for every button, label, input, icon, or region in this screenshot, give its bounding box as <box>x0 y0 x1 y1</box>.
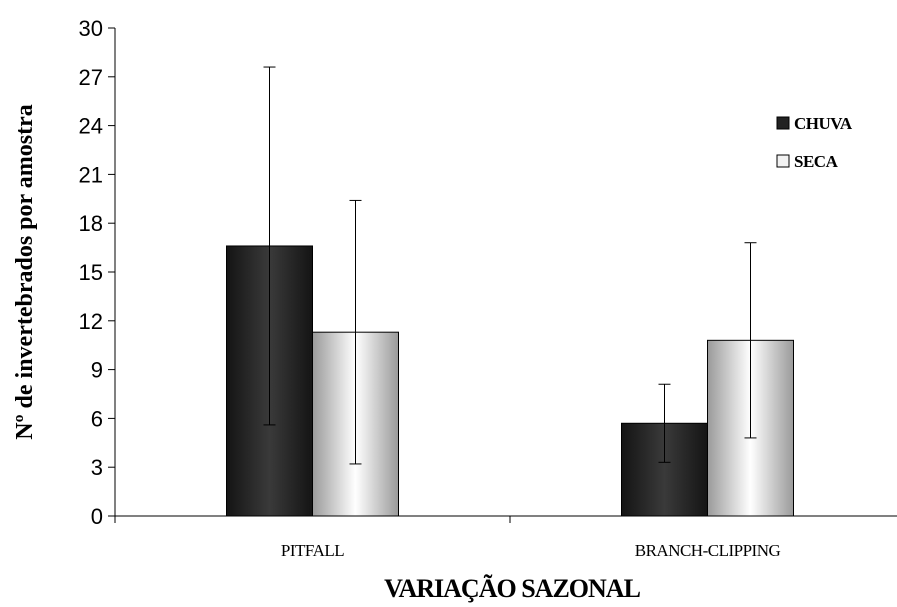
y-tick-label: 9 <box>91 358 103 383</box>
y-tick-label: 6 <box>91 406 103 431</box>
category-labels: PITFALL BRANCH-CLIPPING <box>281 541 781 560</box>
legend: CHUVA SECA <box>776 114 853 171</box>
y-tick-label: 15 <box>79 260 103 285</box>
legend-swatch <box>776 154 790 168</box>
y-tick-label: 21 <box>79 162 103 187</box>
x-axis-title: VARIAÇÃO SAZONAL <box>384 574 641 603</box>
x-tick-label: PITFALL <box>281 541 344 560</box>
y-tick-label: 0 <box>91 504 103 529</box>
y-tick-label: 27 <box>79 65 103 90</box>
y-axis-title: Nº de invertebrados por amostra <box>12 104 38 439</box>
legend-label: SECA <box>794 152 839 171</box>
y-tick-label: 30 <box>79 16 103 41</box>
x-tick-label: BRANCH-CLIPPING <box>635 541 781 560</box>
legend-item: SECA <box>776 152 839 171</box>
y-tick-label: 12 <box>79 309 103 334</box>
legend-label: CHUVA <box>794 114 853 133</box>
legend-swatch <box>776 116 790 130</box>
y-tick-label: 18 <box>79 211 103 236</box>
bars <box>226 245 794 517</box>
x-axis <box>114 515 897 523</box>
y-tick-label: 3 <box>91 455 103 480</box>
error-bars <box>263 66 757 465</box>
y-axis: 0 3 6 9 12 15 18 21 24 27 30 <box>79 16 116 529</box>
y-tick-label: 24 <box>79 114 103 139</box>
legend-item: CHUVA <box>776 114 853 133</box>
